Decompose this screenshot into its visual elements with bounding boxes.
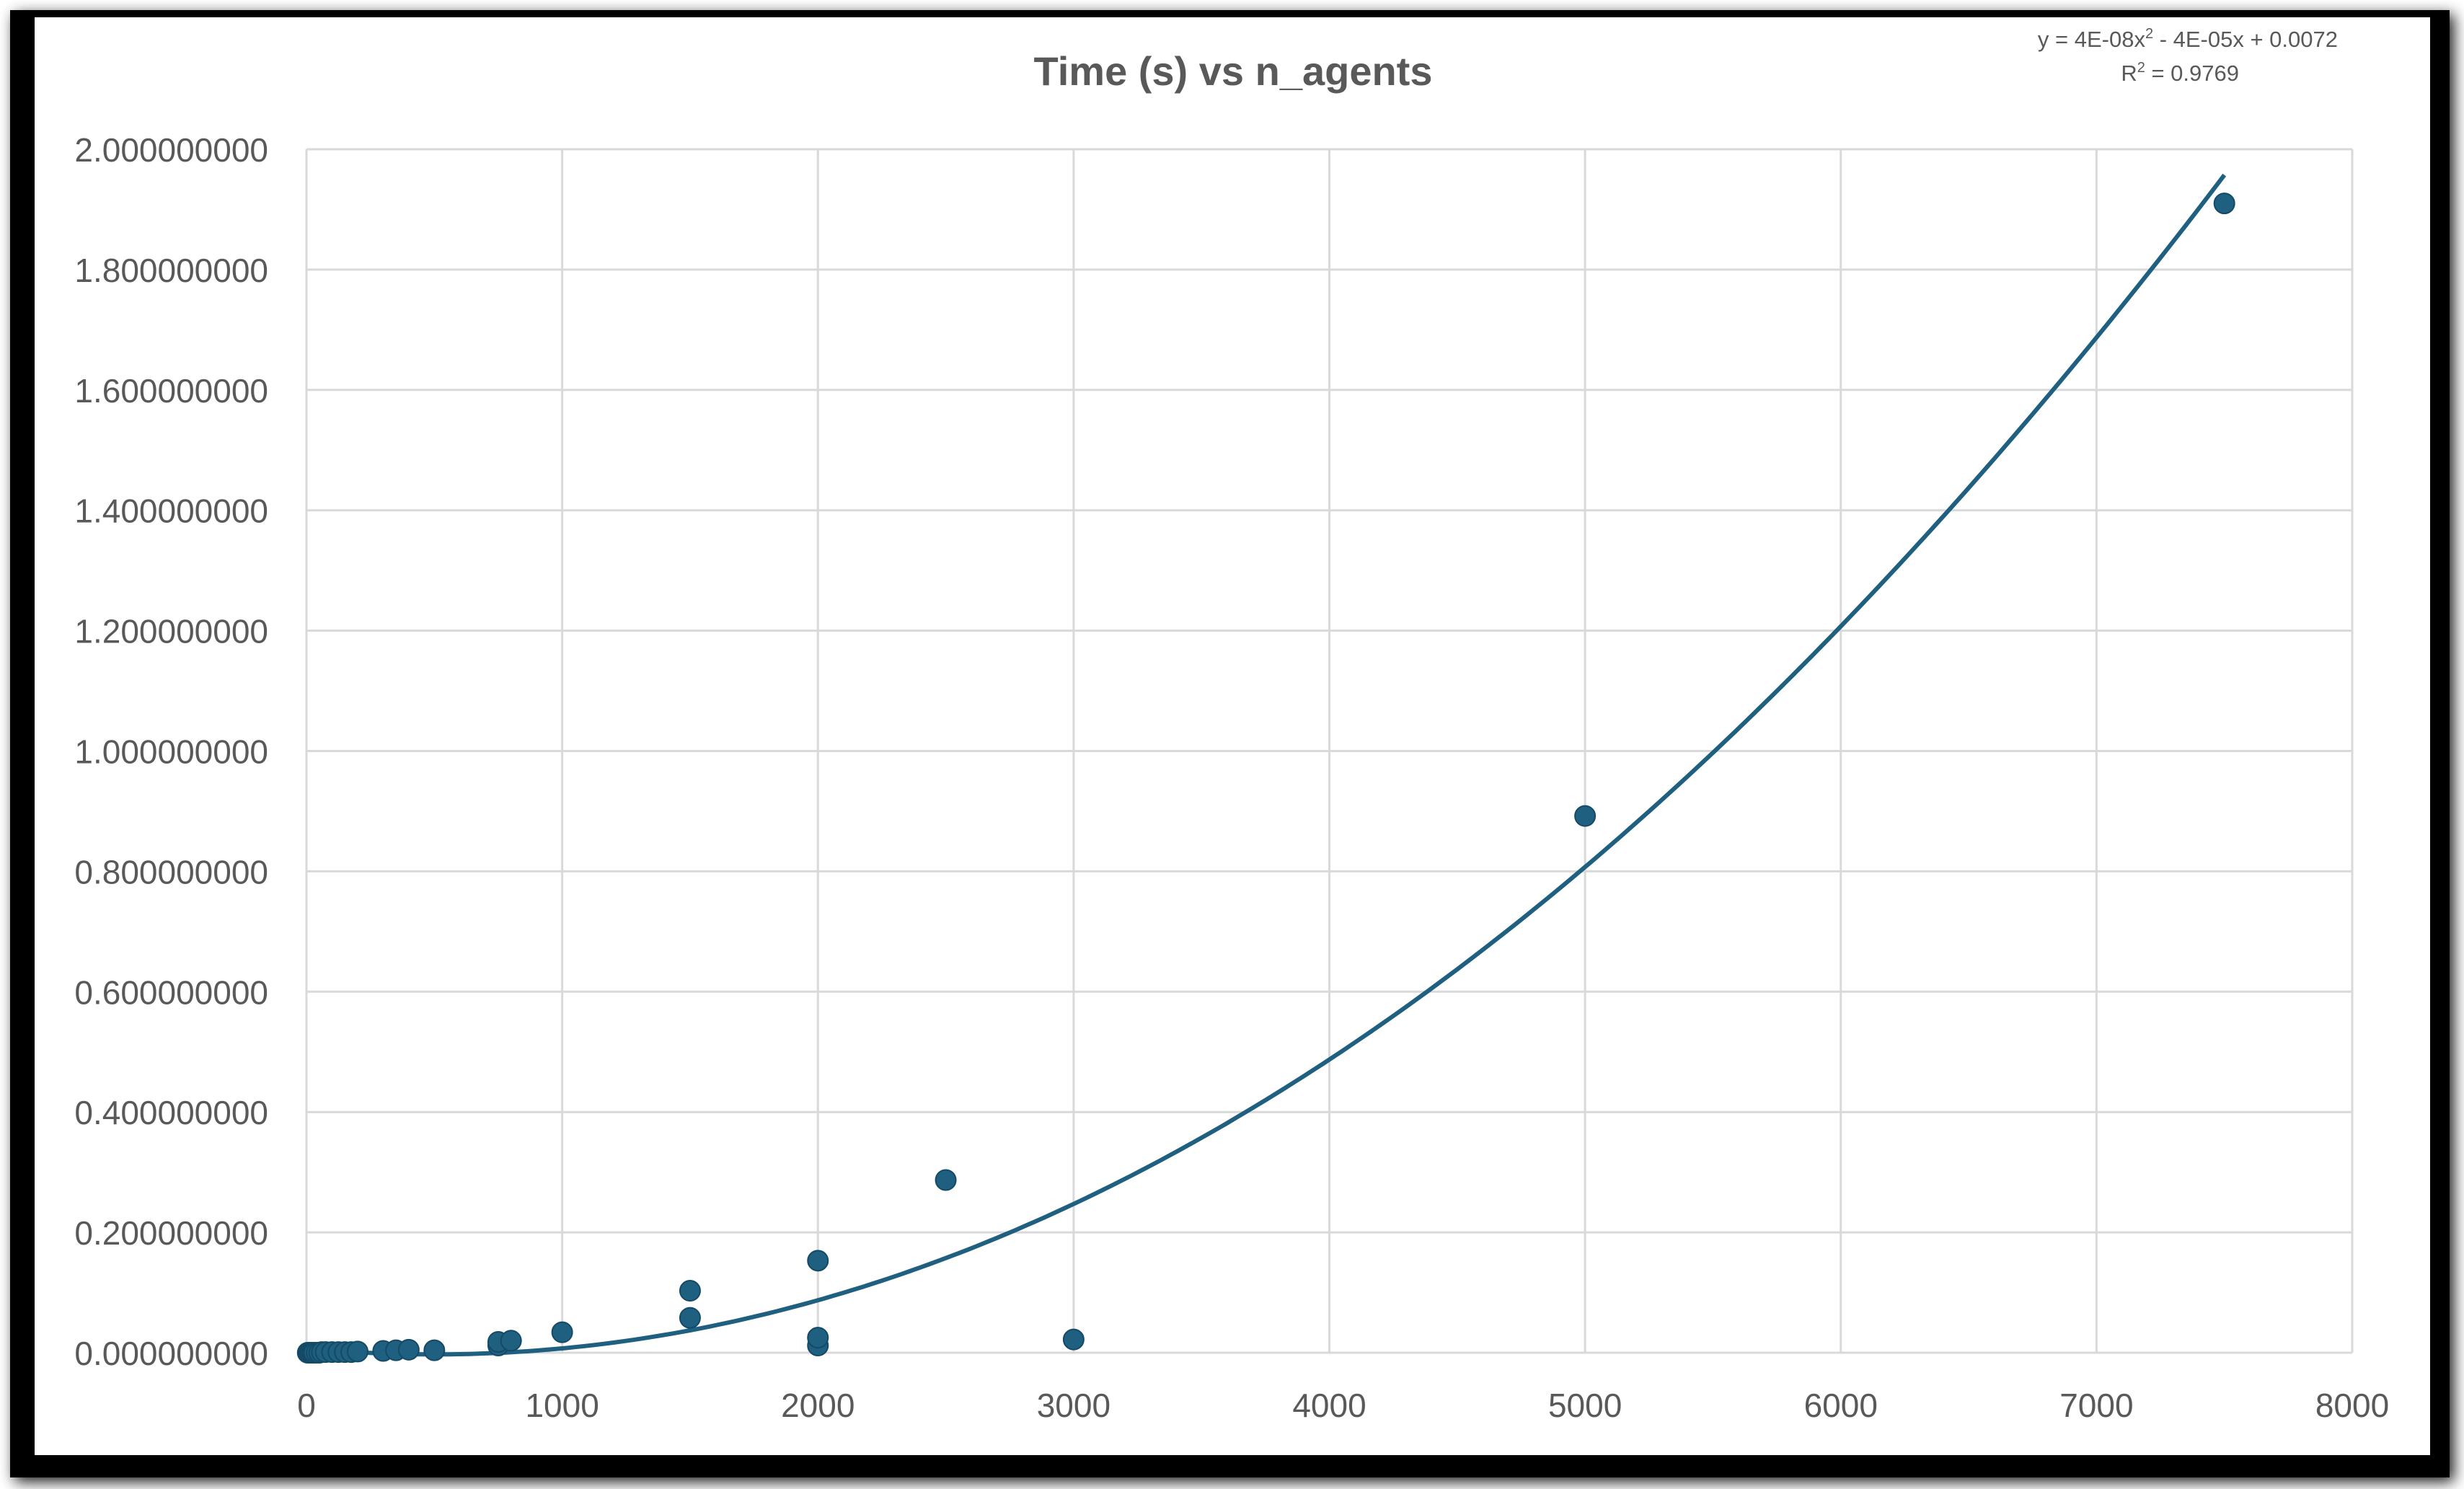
y-axis-ticks: 0.000000000 0.200000000 0.400000000 0.60000… — [74, 131, 268, 1372]
data-point — [1574, 805, 1597, 827]
data-point — [935, 1169, 957, 1191]
x-axis-ticks: 0 1000 2000 3000 4000 5000 6000 7000 8000 — [297, 1387, 2389, 1424]
data-point — [679, 1307, 701, 1329]
trendline-r2-value: = 0.9769 — [2145, 61, 2239, 86]
data-point — [500, 1330, 522, 1352]
data-point — [807, 1250, 829, 1272]
y-tick-label: 0.600000000 — [74, 973, 268, 1011]
x-tick-label: 1000 — [525, 1387, 599, 1424]
data-point — [551, 1321, 573, 1343]
x-tick-label: 7000 — [2059, 1387, 2133, 1424]
chart-title: Time (s) vs n_agents — [1034, 48, 1433, 94]
y-tick-label: 1.000000000 — [74, 733, 268, 771]
trendline-label: y = 4E-08x2 - 4E-05x + 0.0072 R2 = 0.976… — [2038, 26, 2338, 86]
y-tick-label: 0.200000000 — [74, 1214, 268, 1252]
trendline — [306, 173, 2227, 1357]
grid — [305, 148, 2354, 1354]
data-point — [397, 1338, 420, 1361]
x-tick-label: 3000 — [1037, 1387, 1110, 1424]
x-tick-label: 0 — [297, 1387, 316, 1424]
y-tick-label: 0.000000000 — [74, 1335, 268, 1372]
data-points — [296, 193, 2235, 1364]
svg-text:R2 = 0.9769: R2 = 0.9769 — [2121, 60, 2239, 86]
data-point — [807, 1327, 829, 1349]
x-tick-label: 4000 — [1292, 1387, 1366, 1424]
data-point — [679, 1280, 701, 1302]
y-tick-label: 2.000000000 — [74, 131, 268, 169]
y-tick-label: 0.400000000 — [74, 1094, 268, 1131]
x-tick-label: 6000 — [1804, 1387, 1878, 1424]
data-point — [346, 1340, 368, 1363]
trendline-layer — [306, 173, 2227, 1357]
chart-area — [35, 17, 2430, 1455]
y-tick-label: 1.800000000 — [74, 252, 268, 289]
trendline-equation: y = 4E-08x — [2038, 27, 2146, 52]
trendline-r2-exponent: 2 — [2137, 60, 2145, 76]
y-tick-label: 0.800000000 — [74, 853, 268, 891]
trendline-r2: R — [2121, 61, 2137, 86]
x-tick-label: 2000 — [781, 1387, 855, 1424]
y-tick-label: 1.400000000 — [74, 492, 268, 530]
y-tick-label: 1.600000000 — [74, 372, 268, 410]
x-tick-label: 5000 — [1548, 1387, 1622, 1424]
y-tick-label: 1.200000000 — [74, 613, 268, 650]
data-point — [423, 1339, 446, 1361]
data-point — [1062, 1328, 1085, 1351]
trendline-equation-exponent: 2 — [2145, 26, 2153, 42]
trendline-equation-rest: - 4E-05x + 0.0072 — [2153, 27, 2338, 52]
svg-text:y = 4E-08x2 - 4E-05x + 0.0072: y = 4E-08x2 - 4E-05x + 0.0072 — [2038, 26, 2338, 52]
data-point — [2213, 193, 2235, 215]
x-tick-label: 8000 — [2315, 1387, 2389, 1424]
